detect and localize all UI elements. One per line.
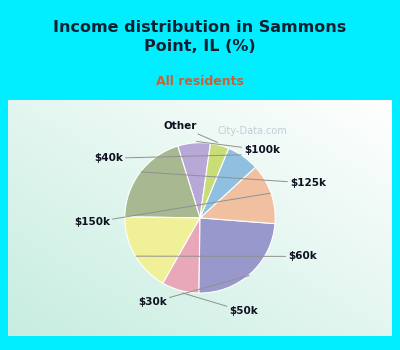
- Text: $50k: $50k: [182, 293, 258, 316]
- Text: $100k: $100k: [196, 141, 280, 155]
- Wedge shape: [125, 146, 200, 218]
- Wedge shape: [178, 143, 210, 218]
- Text: $125k: $125k: [141, 172, 326, 188]
- Text: Income distribution in Sammons
Point, IL (%): Income distribution in Sammons Point, IL…: [53, 20, 347, 54]
- Text: $30k: $30k: [138, 275, 249, 307]
- Wedge shape: [200, 167, 275, 224]
- Text: $40k: $40k: [94, 153, 242, 163]
- Wedge shape: [200, 148, 256, 218]
- Text: Other: Other: [163, 121, 218, 142]
- Wedge shape: [200, 144, 229, 218]
- Wedge shape: [163, 218, 200, 293]
- Text: $60k: $60k: [136, 251, 317, 261]
- Wedge shape: [199, 218, 275, 293]
- Text: City-Data.com: City-Data.com: [218, 126, 288, 136]
- Text: $150k: $150k: [74, 193, 270, 228]
- Wedge shape: [125, 217, 200, 283]
- Text: All residents: All residents: [156, 75, 244, 88]
